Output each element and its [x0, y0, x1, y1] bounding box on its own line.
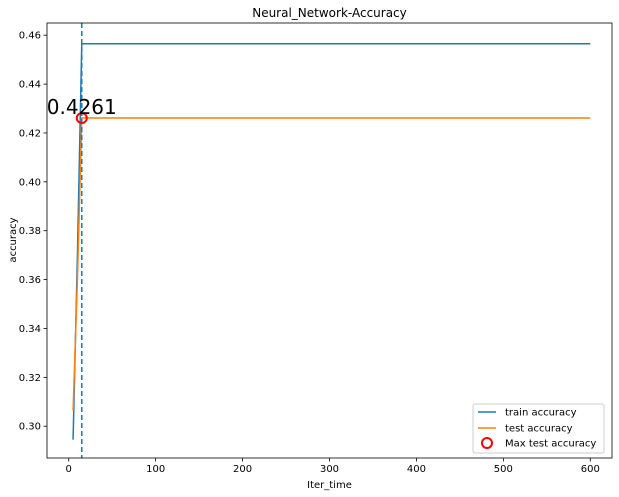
x-axis-label: Iter_time: [307, 480, 352, 491]
y-tick-label: 0.36: [19, 275, 41, 286]
x-tick-label: 300: [320, 464, 339, 475]
x-tick-label: 500: [494, 464, 513, 475]
legend-label-train: train accuracy: [505, 408, 577, 419]
max-test-annotation: 0.4261: [47, 95, 117, 119]
chart-title: Neural_Network-Accuracy: [252, 6, 407, 20]
max-test-marker: [75, 112, 88, 125]
x-tick-label: 100: [146, 464, 165, 475]
x-tick-label: 600: [581, 464, 600, 475]
y-tick-label: 0.40: [19, 177, 41, 188]
x-tick-label: 400: [407, 464, 426, 475]
legend-box: [472, 403, 605, 454]
legend-label-max: Max test accuracy: [505, 439, 596, 450]
legend-label-test: test accuracy: [505, 424, 573, 435]
y-tick-label: 0.42: [19, 128, 41, 139]
y-axis-label: accuracy: [8, 217, 19, 262]
y-tick-label: 0.46: [19, 31, 41, 42]
x-tick-label: 0: [66, 464, 72, 475]
y-tick-label: 0.30: [19, 422, 41, 433]
y-tick-label: 0.44: [19, 80, 41, 91]
y-tick-label: 0.32: [19, 373, 41, 384]
plot-area: 0.4261 0 100 200 300 400 500 600 0.30 0.32 0.34 0.3…: [19, 22, 613, 475]
y-tick-label: 0.34: [19, 324, 41, 335]
y-tick-label: 0.38: [19, 226, 41, 237]
legend: train accuracy test accuracy Max test ac…: [472, 403, 605, 454]
x-tick-label: 200: [233, 464, 252, 475]
series-line-test: [72, 117, 591, 411]
legend-marker-max: [481, 437, 493, 449]
